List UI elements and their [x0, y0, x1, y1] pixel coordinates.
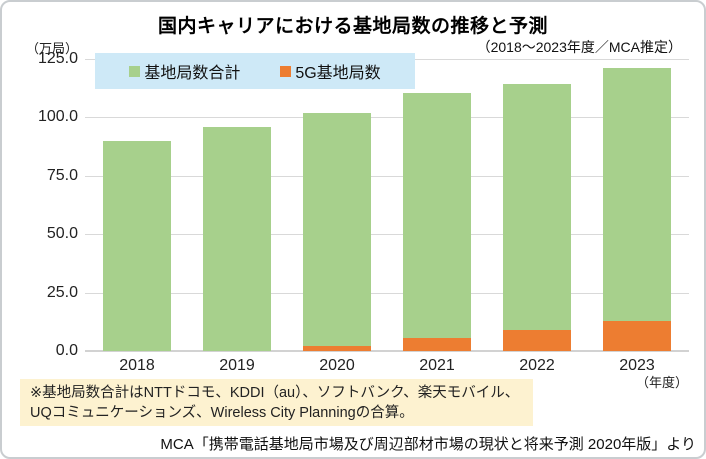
y-axis-unit-label: （万局） [25, 41, 78, 56]
bar-2021 [403, 93, 471, 351]
legend-item-total: 基地局数合計 [129, 59, 240, 83]
legend-label-total: 基地局数合計 [144, 65, 241, 82]
chart-title: 国内キャリアにおける基地局数の推移と予測 [157, 16, 548, 37]
total-series-swatch-icon [129, 65, 141, 77]
total-bar-segment [403, 93, 471, 351]
x-tick-label: 2020 [319, 357, 355, 374]
gridline [85, 292, 689, 294]
gridline [85, 117, 689, 119]
footnote-line-1: ※基地局数合計はNTTドコモ、KDDI（au）、ソフトバンク、楽天モバイル、 [30, 385, 520, 401]
bar-2018 [103, 141, 171, 351]
total-bar-segment [203, 127, 271, 351]
5g-series-swatch-icon [280, 65, 292, 77]
y-tick-label: 50.0 [46, 225, 78, 243]
legend-item-5g: 5G基地局数 [280, 59, 381, 83]
5g-bar-segment [503, 330, 571, 351]
y-tick-label: 25.0 [46, 283, 78, 301]
gridline [85, 234, 689, 236]
legend: 基地局数合計 5G基地局数 [95, 53, 415, 89]
x-tick-label: 2023 [619, 357, 655, 374]
5g-bar-segment [303, 346, 371, 351]
y-tick-label: 0.0 [55, 342, 78, 359]
5g-bar-segment [603, 321, 671, 351]
y-tick-label: 75.0 [46, 166, 78, 184]
y-tick-label: 100.0 [37, 108, 78, 126]
x-tick-label: 2022 [519, 357, 555, 374]
legend-label-5g: 5G基地局数 [295, 65, 381, 82]
chart-subtitle: （2018〜2023年度／MCA推定） [476, 39, 682, 55]
bar-2023 [603, 68, 671, 351]
x-tick-label: 2019 [219, 357, 255, 374]
total-bar-segment [103, 141, 171, 351]
bar-2019 [203, 127, 271, 351]
total-bar-segment [503, 84, 571, 351]
gridline [85, 350, 689, 352]
gridline [85, 175, 689, 177]
source-citation: MCA「携帯電話基地局市場及び周辺部材市場の現状と将来予測 2020年版」より [160, 436, 696, 453]
bar-2020 [303, 113, 371, 351]
footnote-line-2: UQコミュニケーションズ、Wireless City Planningの合算。 [30, 405, 414, 422]
footnote-box: ※基地局数合計はNTTドコモ、KDDI（au）、ソフトバンク、楽天モバイル、 U… [20, 379, 533, 426]
x-tick-label: 2021 [419, 357, 455, 374]
y-tick-label: 125.0 [37, 50, 78, 67]
total-bar-segment [603, 68, 671, 351]
x-tick-label: 2018 [119, 357, 155, 374]
5g-bar-segment [403, 338, 471, 351]
bar-2022 [503, 84, 571, 351]
total-bar-segment [303, 113, 371, 351]
x-axis-unit-label: （年度） [635, 375, 688, 390]
